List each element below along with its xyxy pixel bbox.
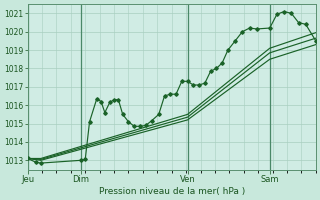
X-axis label: Pression niveau de la mer( hPa ): Pression niveau de la mer( hPa ) xyxy=(99,187,245,196)
